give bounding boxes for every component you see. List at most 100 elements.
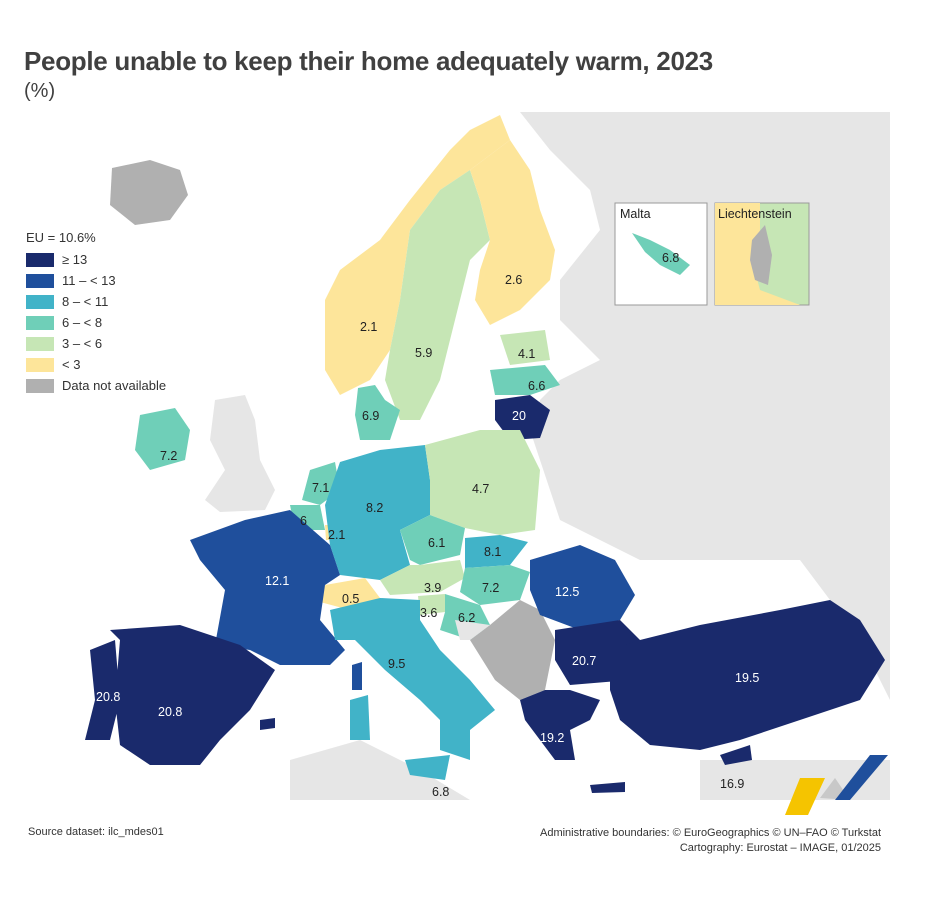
cyprus [720,745,752,765]
legend-swatch [26,294,54,309]
sicily [405,755,450,780]
legend-label: < 3 [62,357,81,372]
legend-label: 3 – < 6 [62,336,103,351]
hungary [460,565,530,605]
label-estonia: 4.1 [518,347,535,361]
label-slovakia: 8.1 [484,545,501,559]
legend-item: 11 – < 13 [26,270,166,291]
liechtenstein-area [750,225,772,285]
label-spain: 20.8 [158,705,182,719]
denmark [355,385,400,440]
label-italy: 9.5 [388,657,405,671]
label-turkiye: 19.5 [735,671,759,685]
liechtenstein-inset: Liechtenstein [714,202,810,306]
label-denmark: 6.9 [362,409,379,423]
map-title: People unable to keep their home adequat… [24,46,713,76]
legend-label: 8 – < 11 [62,294,109,309]
slovenia [418,594,445,615]
legend-item: < 3 [26,354,166,375]
malta-inset: Malta 6.8 [614,202,708,306]
slovakia [465,535,528,568]
legend-swatch [26,336,54,351]
legend-swatch [26,378,54,393]
land-balkans [470,600,555,700]
label-austria: 3.9 [424,581,441,595]
iceland [110,160,188,225]
label-norway: 2.1 [360,320,377,334]
map-subtitle: (%) [24,80,56,102]
corsica [352,662,362,690]
legend-header: EU = 10.6% [26,230,96,245]
malta-inset-title: Malta [620,207,651,221]
sweden [385,170,490,420]
eurostat-logo [785,755,888,815]
turkiye [610,600,885,750]
label-slovenia: 3.6 [420,606,437,620]
legend-swatch [26,273,54,288]
legend-item: 6 – < 8 [26,312,166,333]
legend-item: ≥ 13 [26,249,166,270]
value-labels: 2.1 5.9 2.6 4.1 6.6 20 6.9 7.2 7.1 6 2.1… [96,273,759,799]
label-france: 12.1 [265,574,289,588]
romania [530,545,635,630]
label-poland: 4.7 [472,482,489,496]
legend-label: ≥ 13 [62,252,88,267]
liechtenstein-inset-title: Liechtenstein [718,207,792,221]
label-portugal: 20.8 [96,690,120,704]
latvia [490,365,560,395]
label-greece: 19.2 [540,731,564,745]
source-note: Source dataset: ilc_mdes01 [28,826,164,838]
malta-island [632,233,690,275]
label-sweden: 5.9 [415,346,432,360]
crete [590,782,625,793]
credits: Administrative boundaries: © EuroGeograp… [540,826,881,856]
land-uk [205,395,275,512]
legend-swatch [26,315,54,330]
balearic-islands [260,718,275,730]
label-luxembourg: 2.1 [328,528,345,542]
italy [330,598,495,760]
map-legend: EU = 10.6% ≥ 13 11 – < 13 8 – < 11 6 – <… [26,230,166,396]
land-africa [290,740,470,800]
legend-swatch [26,252,54,267]
legend-item: Data not available [26,375,166,396]
label-netherlands: 7.1 [312,481,329,495]
label-finland: 2.6 [505,273,522,287]
legend-swatch [26,357,54,372]
land-bosnia [455,620,490,640]
legend-item: 3 – < 6 [26,333,166,354]
austria [380,560,465,595]
germany [325,445,430,580]
label-croatia: 6.2 [458,611,475,625]
czechia [400,515,465,565]
legend-label: 6 – < 8 [62,315,103,330]
greece [520,690,600,760]
malta-value-label: 6.8 [662,251,679,265]
boundaries-credit: Administrative boundaries: © EuroGeograp… [539,827,881,839]
label-ireland: 7.2 [160,449,177,463]
liechtenstein-switzerland-area [715,203,800,305]
lithuania [495,395,550,440]
finland [470,140,555,325]
label-italy-south: 6.8 [432,785,449,799]
label-latvia: 6.6 [528,379,545,393]
label-czechia: 6.1 [428,536,445,550]
label-germany: 8.2 [366,501,383,515]
legend-label: Data not available [62,378,167,393]
legend-label: 11 – < 13 [62,273,116,288]
label-lithuania: 20 [512,409,526,423]
label-belgium: 6 [300,514,307,528]
ireland [135,408,190,470]
label-switzerland: 0.5 [342,592,359,606]
france [190,510,345,665]
label-bulgaria: 20.7 [572,654,596,668]
norway [325,115,510,395]
cartography-credit: Cartography: Eurostat – IMAGE, 01/2025 [679,842,881,854]
legend-item: 8 – < 11 [26,291,166,312]
label-romania: 12.5 [555,585,579,599]
poland [425,430,540,535]
spain [110,625,275,765]
label-hungary: 7.2 [482,581,499,595]
estonia [500,330,550,365]
